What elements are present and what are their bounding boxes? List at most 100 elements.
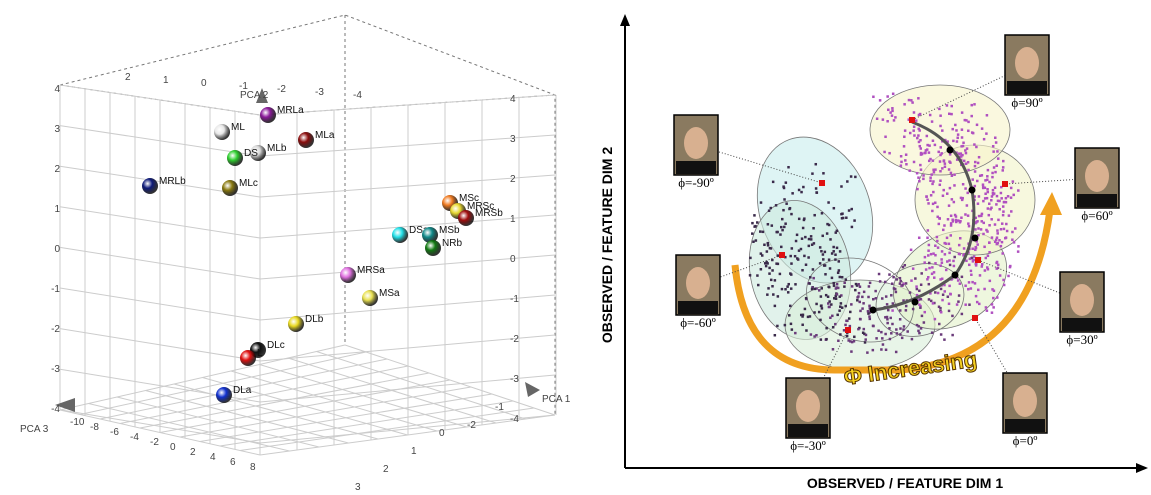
scatter-dot	[994, 171, 997, 174]
tick-label: 3	[355, 482, 361, 493]
scatter-dot	[950, 105, 953, 108]
scatter-dot	[829, 238, 832, 241]
scatter-dot	[1000, 245, 1003, 248]
scatter-dot	[940, 258, 943, 261]
scatter-dot	[830, 303, 833, 306]
scatter-dot	[904, 129, 907, 132]
scatter-dot	[952, 220, 955, 223]
scatter-dot	[917, 325, 920, 328]
scatter-dot	[951, 128, 954, 131]
scatter-dot	[955, 215, 958, 218]
point-label: DLb	[305, 314, 324, 325]
tick-label: -8	[90, 422, 99, 433]
scatter-dot	[948, 243, 951, 246]
scatter-dot	[961, 128, 964, 131]
scatter-dot	[938, 306, 941, 309]
scatter-dot	[974, 161, 977, 164]
scatter-dot	[771, 285, 774, 288]
scatter-dot	[945, 242, 948, 245]
scatter-dot	[771, 259, 774, 262]
scatter-dot	[942, 229, 945, 232]
scatter-dot	[945, 269, 948, 272]
scatter-dot	[858, 292, 861, 295]
scatter-dot	[915, 119, 918, 122]
scatter-dot	[955, 221, 958, 224]
tick-label: 0	[54, 244, 60, 255]
scatter-dot	[820, 287, 823, 290]
scatter-dot	[937, 292, 940, 295]
scatter-dot	[749, 257, 752, 260]
scatter-dot	[961, 136, 964, 139]
scatter-dot	[826, 232, 829, 235]
sphere	[340, 267, 356, 283]
scatter-dot	[930, 173, 933, 176]
scatter-dot	[894, 116, 897, 119]
scatter-dot	[864, 341, 867, 344]
tick-label: 2	[190, 447, 196, 458]
scatter-dot	[959, 237, 962, 240]
scatter-dot	[991, 236, 994, 239]
scatter-dot	[962, 145, 965, 148]
tick-label: 1	[411, 446, 417, 457]
scatter-dot	[787, 291, 790, 294]
scatter-dot	[900, 155, 903, 158]
scatter-dot	[895, 291, 898, 294]
scatter-dot	[882, 118, 885, 121]
scatter-dot	[876, 117, 879, 120]
scatter-dot	[1009, 266, 1012, 269]
scatter-dot	[827, 201, 830, 204]
scatter-dot	[988, 224, 991, 227]
scatter-dot	[812, 227, 815, 230]
scatter-dot	[822, 253, 825, 256]
scatter-dot	[828, 300, 831, 303]
scatter-dot	[997, 242, 1000, 245]
marker	[975, 257, 981, 263]
scatter-dot	[802, 227, 805, 230]
scatter-dot	[927, 249, 930, 252]
scatter-dot	[939, 125, 942, 128]
scatter-dot	[979, 175, 982, 178]
scatter-dot	[941, 129, 944, 132]
scatter-dot	[820, 250, 823, 253]
scatter-dot	[968, 281, 971, 284]
scatter-dot	[786, 285, 789, 288]
scatter-dot	[996, 150, 999, 153]
scatter-dot	[981, 220, 984, 223]
scatter-dot	[1010, 187, 1013, 190]
scatter-dot	[886, 322, 889, 325]
point-label: DLa	[233, 385, 252, 396]
scatter-dot	[953, 173, 956, 176]
scatter-dot	[925, 195, 928, 198]
scatter-dot	[784, 222, 787, 225]
scatter-dot	[926, 135, 929, 138]
scatter-dot	[956, 137, 959, 140]
scatter-dot	[966, 192, 969, 195]
scatter-dot	[982, 233, 985, 236]
scatter-dot	[918, 332, 921, 335]
scatter-dot	[999, 274, 1002, 277]
scatter-dot	[991, 288, 994, 291]
scatter-dot	[976, 124, 979, 127]
scatter-dot	[934, 318, 937, 321]
sphere	[227, 150, 243, 166]
scatter-dot	[853, 340, 856, 343]
shirt	[1007, 81, 1047, 94]
scatter-dot	[991, 172, 994, 175]
scatter-dot	[863, 291, 866, 294]
scatter-dot	[807, 256, 810, 259]
scatter-dot	[767, 244, 770, 247]
scatter-dot	[919, 139, 922, 142]
scatter-dot	[917, 176, 920, 179]
scatter-dot	[924, 256, 927, 259]
scatter-dot	[837, 340, 840, 343]
scatter-dot	[991, 303, 994, 306]
scatter-dot	[921, 315, 924, 318]
sphere	[288, 316, 304, 332]
scatter-dot	[922, 178, 925, 181]
scatter-dot	[887, 309, 890, 312]
scatter-dot	[950, 215, 953, 218]
scatter-dot	[1005, 223, 1008, 226]
scatter-dot	[760, 201, 763, 204]
scatter-dot	[976, 180, 979, 183]
